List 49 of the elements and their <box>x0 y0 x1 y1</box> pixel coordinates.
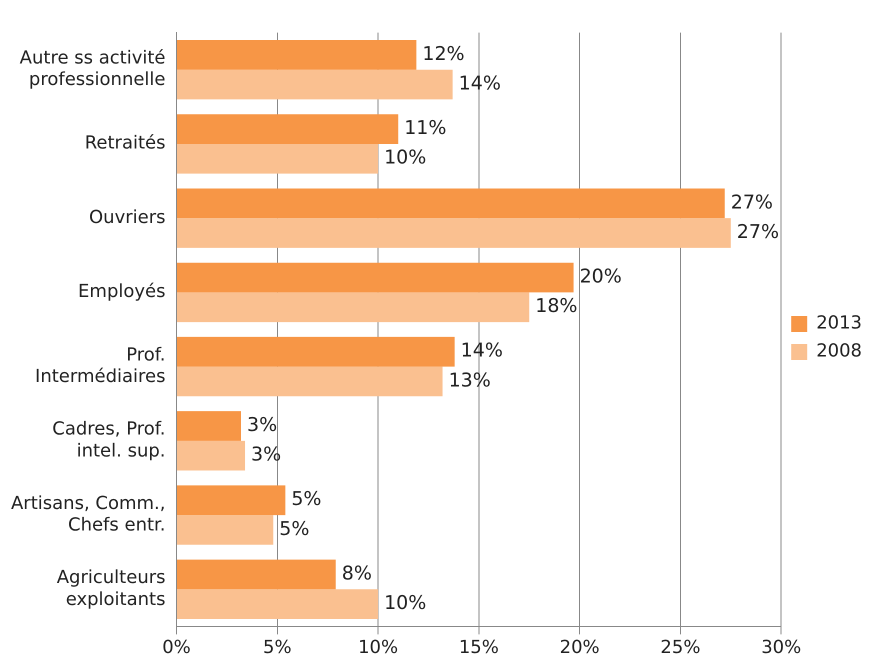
data-label: 12% <box>422 42 465 65</box>
data-label: 14% <box>458 72 501 94</box>
y-tick-label: Agriculteurs exploitants <box>56 567 166 610</box>
x-tick-label: 30% <box>761 636 802 658</box>
bar <box>177 485 286 516</box>
bar <box>177 70 453 100</box>
legend-label: 2008 <box>816 340 862 362</box>
data-label: 8% <box>342 562 372 584</box>
bar <box>177 589 378 619</box>
x-tick-label: 25% <box>660 636 700 658</box>
x-tick-label: 10% <box>358 636 398 658</box>
bar <box>177 188 725 218</box>
data-label: 5% <box>291 488 322 510</box>
data-label: 11% <box>404 117 446 140</box>
data-label: 5% <box>279 518 310 540</box>
bar <box>177 411 242 441</box>
data-label: 3% <box>251 444 282 466</box>
y-tick-label: Artisans, Comm., Chefs entr. <box>10 492 166 536</box>
data-label: 27% <box>730 191 773 214</box>
bar <box>177 144 378 174</box>
bar <box>177 218 731 248</box>
y-tick-label: Cadres, Prof. intel. sup. <box>52 418 166 462</box>
data-label: 27% <box>736 220 780 243</box>
data-label: 3% <box>247 414 278 436</box>
legend-label: 2013 <box>816 312 862 334</box>
y-tick-label: Ouvriers <box>89 206 166 228</box>
y-tick-label: Autre ss activité professionnelle <box>20 48 166 90</box>
bar <box>177 114 398 144</box>
x-tick-label: 20% <box>560 636 600 658</box>
bar <box>177 336 455 367</box>
data-label: 18% <box>535 295 578 318</box>
bar <box>177 262 574 292</box>
bar <box>177 440 246 471</box>
y-tick-label: Retraités <box>84 132 166 154</box>
y-tick-label: Employés <box>78 281 166 302</box>
data-label: 14% <box>460 340 503 362</box>
x-tick-label: 15% <box>458 636 499 658</box>
y-tick-label: Prof. Intermédiaires <box>35 344 166 388</box>
bar <box>177 560 336 590</box>
bar <box>177 366 443 396</box>
data-label: 20% <box>580 265 622 288</box>
bar <box>177 40 416 70</box>
data-label: 10% <box>384 146 426 169</box>
data-label: 10% <box>384 592 426 614</box>
bar <box>177 292 530 322</box>
x-tick-label: 5% <box>263 636 292 658</box>
data-label: 13% <box>448 369 491 392</box>
x-tick-label: 0% <box>162 636 191 658</box>
bar <box>177 515 274 545</box>
